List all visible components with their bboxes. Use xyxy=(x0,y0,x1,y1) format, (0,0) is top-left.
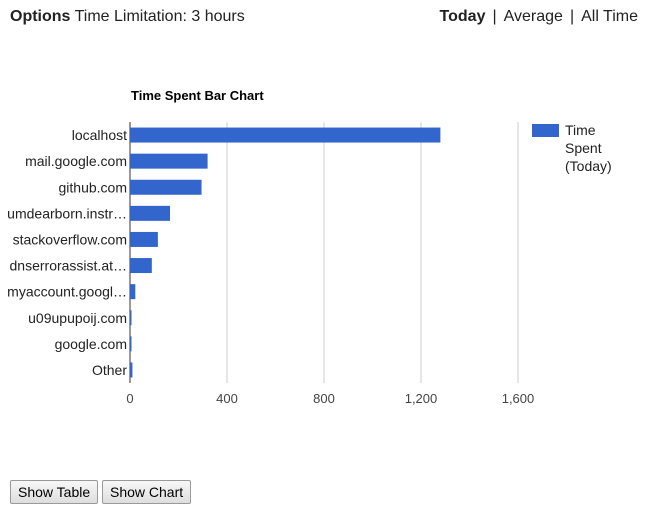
category-label: github.com xyxy=(59,179,127,195)
legend-label-line-2: Spent xyxy=(565,140,602,156)
legend-label: Time Spent (Today) xyxy=(565,122,612,174)
header: Options Time Limitation: 3 hours Today | A… xyxy=(10,8,638,28)
chart-bars xyxy=(130,127,441,378)
bar[interactable] xyxy=(130,127,441,143)
category-label: mail.google.com xyxy=(25,153,127,169)
category-label: google.com xyxy=(55,336,127,352)
x-tick-label: 1,200 xyxy=(405,391,438,406)
category-label: myaccount.googl… xyxy=(7,284,127,300)
show-chart-button[interactable]: Show Chart xyxy=(102,480,192,504)
bar[interactable] xyxy=(130,362,133,378)
category-label: umdearborn.instr… xyxy=(7,205,127,221)
chart-legend: Time Spent (Today) xyxy=(532,122,612,174)
bar[interactable] xyxy=(130,205,171,221)
legend-label-line-1: Time xyxy=(565,122,596,138)
x-tick-label: 0 xyxy=(126,391,133,406)
chart-x-axis-labels: 0 400 800 1,200 1,600 xyxy=(126,391,534,406)
bar[interactable] xyxy=(130,153,208,169)
category-label: localhost xyxy=(72,127,127,143)
bar[interactable] xyxy=(130,179,202,195)
separator: | xyxy=(492,8,497,25)
chart-title: Time Spent Bar Chart xyxy=(131,88,264,103)
time-spent-bar-chart: Time Spent Bar Chart localhost mail.googl… xyxy=(7,88,612,406)
options-link[interactable]: Options xyxy=(10,8,71,25)
x-tick-label: 400 xyxy=(216,391,238,406)
show-table-button[interactable]: Show Table xyxy=(10,480,99,504)
bar[interactable] xyxy=(130,336,132,352)
time-limitation-text: Time Limitation: 3 hours xyxy=(74,8,245,25)
x-tick-label: 1,600 xyxy=(502,391,535,406)
x-tick-label: 800 xyxy=(313,391,335,406)
view-all-time-link[interactable]: All Time xyxy=(581,8,638,25)
separator: | xyxy=(569,8,575,25)
category-label: stackoverflow.com xyxy=(13,231,127,247)
view-average-link[interactable]: Average xyxy=(503,8,563,25)
bar[interactable] xyxy=(130,231,158,247)
view-today-link[interactable]: Today xyxy=(439,8,486,25)
bar[interactable] xyxy=(130,284,136,300)
legend-label-line-3: (Today) xyxy=(565,158,612,174)
legend-swatch xyxy=(532,124,559,137)
category-label: Other xyxy=(92,362,127,378)
category-label: u09upupoij.com xyxy=(28,310,127,326)
category-label: dnserrorassist.at… xyxy=(10,258,127,274)
bar[interactable] xyxy=(130,258,152,274)
view-selector: Today | Average | All Time xyxy=(440,8,638,26)
bar[interactable] xyxy=(130,310,132,326)
chart-category-labels: localhost mail.google.com github.com umdear… xyxy=(7,127,127,378)
